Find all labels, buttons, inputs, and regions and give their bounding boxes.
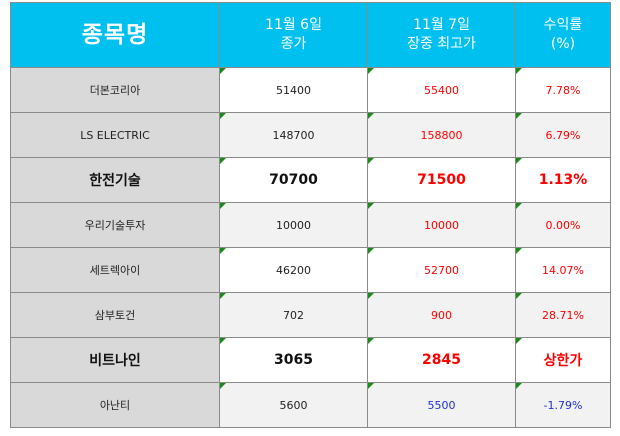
close-price-cell: 702 [219, 292, 368, 338]
table-row: LS ELECTRIC 148700 158800 6.79% [10, 112, 611, 158]
header-nov6-close: 11월 6일 종가 [219, 2, 368, 68]
close-price-cell: 51400 [219, 67, 368, 113]
stock-name-cell: 한전기술 [10, 157, 220, 203]
header-stock-name: 종목명 [10, 2, 220, 68]
stock-name-cell: 우리기술투자 [10, 202, 220, 248]
return-cell: 1.13% [515, 157, 611, 203]
stock-name-cell: 더본코리아 [10, 67, 220, 113]
table-row: 더본코리아 51400 55400 7.78% [10, 67, 611, 113]
high-price-cell: 52700 [367, 247, 516, 293]
return-cell: 7.78% [515, 67, 611, 113]
stock-name-cell: 삼부토건 [10, 292, 220, 338]
stock-name-cell: 비트나인 [10, 337, 220, 383]
close-price-cell: 5600 [219, 382, 368, 428]
return-cell: -1.79% [515, 382, 611, 428]
close-price-cell: 70700 [219, 157, 368, 203]
high-price-cell: 2845 [367, 337, 516, 383]
header-return: 수익률 (%) [515, 2, 611, 68]
table-row: 삼부토건 702 900 28.71% [10, 292, 611, 338]
high-price-cell: 900 [367, 292, 516, 338]
close-price-cell: 148700 [219, 112, 368, 158]
close-price-cell: 10000 [219, 202, 368, 248]
stock-name-cell: 아난티 [10, 382, 220, 428]
close-price-cell: 46200 [219, 247, 368, 293]
return-cell: 상한가 [515, 337, 611, 383]
high-price-cell: 10000 [367, 202, 516, 248]
high-price-cell: 71500 [367, 157, 516, 203]
high-price-cell: 158800 [367, 112, 516, 158]
return-cell: 14.07% [515, 247, 611, 293]
table-row: 우리기술투자 10000 10000 0.00% [10, 202, 611, 248]
high-price-cell: 55400 [367, 67, 516, 113]
stock-table: 종목명 11월 6일 종가 11월 7일 장중 최고가 수익률 (%) 더본코리… [10, 2, 611, 428]
return-cell: 6.79% [515, 112, 611, 158]
header-row: 종목명 11월 6일 종가 11월 7일 장중 최고가 수익률 (%) [10, 2, 611, 68]
table-row: 세트렉아이 46200 52700 14.07% [10, 247, 611, 293]
stock-name-cell: LS ELECTRIC [10, 112, 220, 158]
table-row: 비트나인 3065 2845 상한가 [10, 337, 611, 383]
header-nov7-high: 11월 7일 장중 최고가 [367, 2, 516, 68]
table-row: 한전기술 70700 71500 1.13% [10, 157, 611, 203]
stock-name-cell: 세트렉아이 [10, 247, 220, 293]
close-price-cell: 3065 [219, 337, 368, 383]
high-price-cell: 5500 [367, 382, 516, 428]
table-row: 아난티 5600 5500 -1.79% [10, 382, 611, 428]
return-cell: 28.71% [515, 292, 611, 338]
return-cell: 0.00% [515, 202, 611, 248]
